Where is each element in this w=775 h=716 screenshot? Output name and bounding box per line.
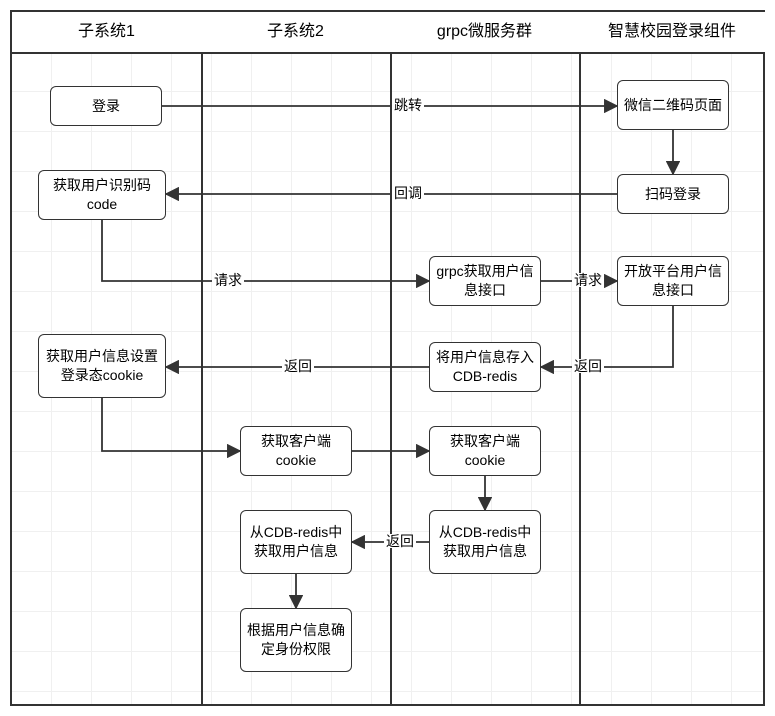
- node-qrpage: 微信二维码页面: [617, 80, 729, 130]
- node-scanlogin: 扫码登录: [617, 174, 729, 214]
- edge-label-e1: 跳转: [392, 98, 424, 112]
- node-storecdb: 将用户信息存入CDB-redis: [429, 342, 541, 392]
- lane-header-1: 子系统1: [12, 12, 201, 54]
- lane-separator: [201, 12, 203, 704]
- edge-label-e11: 返回: [384, 534, 416, 548]
- edge-label-e4: 请求: [212, 273, 244, 287]
- lane-separator: [390, 12, 392, 704]
- swimlane-diagram: 子系统1 子系统2 grpc微服务群 智慧校园登录组件 登录 微信二维码页面获取用…: [10, 10, 765, 706]
- lane-header-3: grpc微服务群: [390, 12, 579, 54]
- node-getcookie2: 获取客户端cookie: [240, 426, 352, 476]
- node-getcookie3: 获取客户端cookie: [429, 426, 541, 476]
- node-authrole: 根据用户信息确定身份权限: [240, 608, 352, 672]
- lane-header-4: 智慧校园登录组件: [579, 12, 765, 54]
- edge-label-e7: 返回: [282, 359, 314, 373]
- edge-label-e3: 回调: [392, 186, 424, 200]
- edge-label-e5: 请求: [572, 273, 604, 287]
- node-login: 登录: [50, 86, 162, 126]
- node-fromcdb3: 从CDB-redis中获取用户信息: [429, 510, 541, 574]
- node-getcode: 获取用户识别码code: [38, 170, 166, 220]
- node-grpcuser: grpc获取用户信息接口: [429, 256, 541, 306]
- lane-header-2: 子系统2: [201, 12, 390, 54]
- node-openapi: 开放平台用户信息接口: [617, 256, 729, 306]
- node-setcookie: 获取用户信息设置登录态cookie: [38, 334, 166, 398]
- edge-label-e6: 返回: [572, 359, 604, 373]
- node-fromcdb2: 从CDB-redis中获取用户信息: [240, 510, 352, 574]
